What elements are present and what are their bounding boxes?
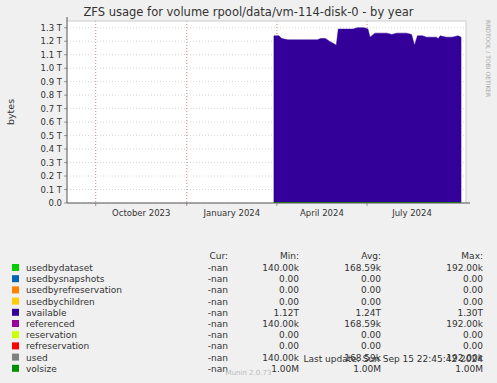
legend-value: 0.00	[279, 341, 299, 351]
legend-value: 140.00k	[262, 319, 299, 329]
legend-name: reservation	[26, 330, 77, 340]
legend-swatch	[12, 365, 19, 372]
legend-value: 0.00	[361, 341, 381, 351]
legend-header: Avg:	[361, 251, 381, 261]
legend-value: 140.00k	[262, 263, 299, 273]
plot-area	[67, 21, 466, 203]
frame-top	[67, 21, 466, 22]
legend-name: refreservation	[26, 341, 89, 351]
legend-header: Max:	[461, 251, 483, 261]
x-axis	[67, 203, 470, 204]
legend-name: volsize	[26, 364, 57, 374]
x-tick-label: April 2024	[300, 208, 344, 218]
y-axis	[67, 17, 68, 203]
legend-swatch	[12, 275, 19, 282]
legend-value: 0.00	[279, 285, 299, 295]
y-tick-label: 0.4 T	[41, 144, 63, 154]
legend-value: -nan	[208, 285, 228, 295]
legend-value: 1.24T	[355, 308, 381, 318]
footer: Munin 2.0.73	[226, 369, 272, 377]
legend-swatch	[12, 309, 19, 316]
title: ZFS usage for volume rpool/data/vm-114-d…	[83, 5, 413, 19]
legend-value: -nan	[208, 308, 228, 318]
y-grid-line	[67, 27, 466, 28]
legend-value: 192.00k	[446, 319, 483, 329]
y-axis-label: bytes	[5, 99, 16, 125]
y-tick-label: 0.0	[48, 198, 62, 208]
legend-name: available	[26, 308, 67, 318]
watermark: RRDTOOL / TOBI OETIKER	[485, 20, 492, 97]
legend-value: 168.59k	[344, 263, 381, 273]
legend-value: 0.00	[361, 297, 381, 307]
legend-value: 0.00	[361, 330, 381, 340]
legend-value: 1.00M	[353, 364, 381, 374]
x-tick-label: October 2023	[112, 208, 170, 218]
legend-name: usedbychildren	[26, 297, 95, 307]
legend-value: 1.30T	[457, 308, 483, 318]
x-grid-line	[95, 21, 96, 203]
area-available	[274, 28, 461, 203]
legend-value: 0.00	[463, 297, 483, 307]
y-tick-label: 0.9 T	[41, 77, 63, 87]
legend-value: 0.00	[279, 330, 299, 340]
series-group	[274, 28, 461, 203]
y-tick-label: 1.3 T	[41, 23, 63, 33]
y-tick-label: 0.2 T	[41, 171, 63, 181]
legend-value: -nan	[208, 297, 228, 307]
legend-swatch	[12, 354, 19, 361]
y-tick-label: 1.2 T	[41, 36, 63, 46]
last-update: Last update: Sun Sep 15 22:45:42 2024	[303, 354, 483, 364]
y-tick-label: 0.7 T	[41, 104, 63, 114]
legend-value: 0.00	[361, 274, 381, 284]
legend-value: 0.00	[463, 330, 483, 340]
legend-value: -nan	[208, 319, 228, 329]
frame-right	[466, 21, 467, 203]
legend-value: 0.00	[279, 274, 299, 284]
y-tick-label: 0.3 T	[41, 158, 63, 168]
legend-swatch	[12, 320, 19, 327]
legend-value: -nan	[208, 341, 228, 351]
legend-swatch	[12, 342, 19, 349]
x-grid-line	[186, 21, 187, 203]
legend-name: usedbysnapshots	[26, 274, 105, 284]
x-tick-label: July 2024	[391, 208, 432, 218]
y-tick-label: 1.0 T	[41, 63, 63, 73]
legend-value: 168.59k	[344, 319, 381, 329]
legend-value: 140.00k	[262, 353, 299, 363]
legend-value: -nan	[208, 274, 228, 284]
y-tick-label: 0.1 T	[41, 185, 63, 195]
y-tick-label: 1.1 T	[41, 50, 63, 60]
legend-value: 0.00	[463, 285, 483, 295]
chart: ZFS usage for volume rpool/data/vm-114-d…	[0, 0, 497, 383]
y-tick-label: 0.6 T	[41, 117, 63, 127]
legend-name: used	[26, 353, 48, 363]
legend-value: -nan	[208, 353, 228, 363]
legend-swatch	[12, 286, 19, 293]
legend-value: 1.00M	[271, 364, 299, 374]
y-tick-label: 0.8 T	[41, 90, 63, 100]
legend-value: 0.00	[361, 285, 381, 295]
legend-value: 0.00	[463, 341, 483, 351]
legend-name: usedbyrefreservation	[26, 285, 122, 295]
legend-value: -nan	[208, 263, 228, 273]
background	[0, 0, 497, 383]
x-tick-label: January 2024	[203, 208, 261, 218]
legend-name: referenced	[26, 319, 75, 329]
legend-value: -nan	[208, 330, 228, 340]
legend-value: 1.12T	[273, 308, 299, 318]
legend-swatch	[12, 298, 19, 305]
legend-name: usedbydataset	[26, 263, 93, 273]
legend-value: 192.00k	[446, 263, 483, 273]
legend-swatch	[12, 331, 19, 338]
legend-swatch	[12, 264, 19, 271]
y-tick-label: 0.5 T	[41, 131, 63, 141]
legend-value: 1.00M	[455, 364, 483, 374]
legend-header: Min:	[280, 251, 299, 261]
legend-value: 0.00	[279, 297, 299, 307]
legend-value: 0.00	[463, 274, 483, 284]
legend-header: Cur:	[209, 251, 228, 261]
